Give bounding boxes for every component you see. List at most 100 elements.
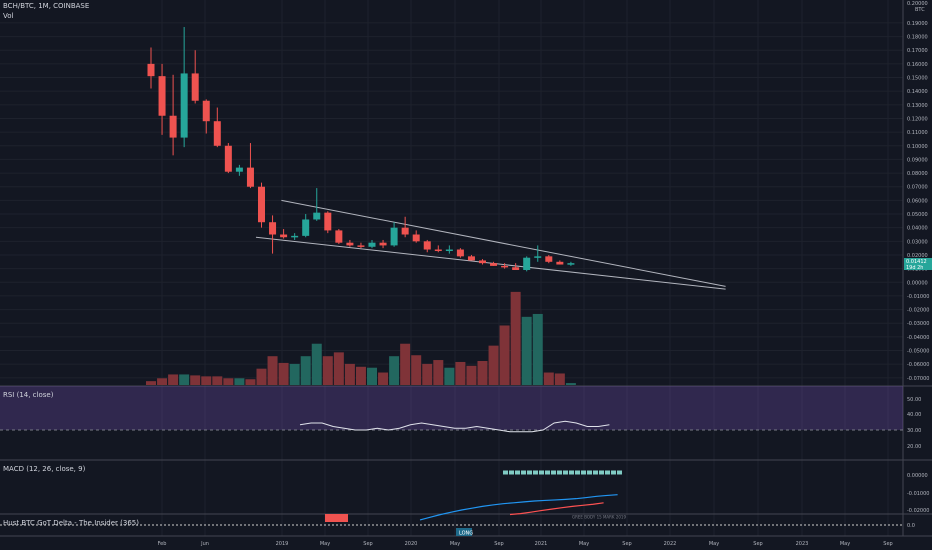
price-tick-label: -0.07000 [907, 376, 929, 382]
signal-line [509, 502, 604, 516]
volume-bar [146, 381, 156, 385]
time-tick-label: Sep [363, 541, 372, 547]
candle-body [456, 249, 464, 257]
symbol-label[interactable]: BCH/BTC, 1M, COINBASE [3, 2, 90, 10]
rsi-line [299, 420, 610, 433]
rsi-tick-label: 40.00 [907, 412, 921, 418]
candle-body [313, 212, 321, 220]
volume-bar [179, 374, 190, 385]
price-tick-label: 0.16000 [907, 62, 928, 68]
volume-bar [212, 376, 223, 385]
volume-bar [278, 362, 289, 385]
rsi-tick-label: 50.00 [907, 397, 921, 403]
price-tick-label: -0.03000 [907, 321, 929, 327]
volume-bar [245, 379, 256, 385]
macd-histogram-bar [545, 470, 550, 475]
candle-body [147, 63, 155, 77]
candle-body [269, 222, 277, 235]
time-tick-label: Sep [883, 541, 892, 547]
time-tick-label: 2021 [535, 541, 548, 547]
price-tick-label: 0.18000 [907, 35, 928, 41]
time-tick-label: May [450, 541, 460, 547]
time-axis[interactable]: Feb Jun 2019 May Sep 2020 May Sep 2021 May Sep 2022… [158, 541, 893, 547]
candle-body [556, 261, 564, 265]
rsi-title[interactable]: RSI (14, close) [3, 391, 54, 399]
macd-title[interactable]: MACD (12, 26, close, 9) [3, 465, 86, 473]
candle-body [390, 227, 398, 246]
macd-histogram-bar [527, 470, 532, 475]
candle-body [412, 234, 420, 242]
candle-body [235, 167, 243, 172]
wedge-upper-line [281, 199, 726, 287]
delta-title[interactable]: Hust BTC GoT Delta - The Insider (365) [3, 519, 139, 527]
rsi-tick-label: 30.00 [907, 428, 921, 434]
volume-bar [234, 378, 245, 385]
time-tick-label: Sep [753, 541, 762, 547]
macd-histogram-bar [575, 470, 580, 475]
price-tick-label: 0.09000 [907, 157, 928, 163]
candle-body [335, 230, 343, 243]
candle-body [523, 257, 531, 270]
price-tick-label: 0.10000 [907, 144, 928, 150]
macd-histogram-bar [611, 470, 616, 475]
candlesticks[interactable] [147, 27, 575, 272]
time-tick-label: Sep [622, 541, 631, 547]
price-tick-label: -0.04000 [907, 335, 929, 341]
delta-pane[interactable]: LONG GREE BODY 15 MARK 2019 [0, 514, 903, 537]
volume-bar [300, 356, 311, 385]
candle-body [368, 242, 376, 247]
price-tick-label: 0.08000 [907, 171, 928, 177]
candle-body [501, 265, 509, 268]
price-tick-label: 0.17000 [907, 48, 928, 54]
candle-body [213, 121, 221, 146]
time-tick-label: Jun [200, 541, 209, 547]
macd-tick-label: -0.01000 [907, 491, 929, 497]
rsi-pane[interactable] [0, 386, 903, 433]
countdown-label: 19d 2h [906, 265, 923, 271]
rsi-band [0, 386, 903, 430]
candle-body [191, 73, 199, 101]
volume-bar [466, 365, 477, 385]
time-tick-label: 2022 [664, 541, 677, 547]
macd-histogram-bar [557, 470, 562, 475]
volume-bar [554, 373, 565, 385]
macd-histogram-bar [551, 470, 556, 475]
macd-histogram-bar [509, 470, 514, 475]
time-tick-label: May [709, 541, 719, 547]
long-signal-label: LONG [459, 531, 473, 537]
price-tick-label: 0.05000 [907, 212, 928, 218]
volume-bar [510, 291, 521, 385]
candle-body [346, 242, 354, 246]
time-tick-label: Sep [494, 541, 503, 547]
candle-body [512, 267, 520, 270]
price-tick-label: 0.03000 [907, 239, 928, 245]
volume-label[interactable]: Vol [3, 12, 14, 20]
rsi-tick-label: 20.00 [907, 444, 921, 450]
time-tick-label: 2019 [276, 541, 289, 547]
candle-body [445, 249, 453, 252]
candle-body [291, 235, 299, 238]
current-price-badge [904, 258, 932, 270]
volume-bar [344, 363, 355, 385]
delta-tick-label: 0.0 [907, 523, 915, 529]
delta-note: GREE BODY 15 MARK 2019 [572, 515, 626, 520]
volume-bar [477, 361, 488, 385]
volume-bar [378, 372, 389, 385]
volume-bar [400, 343, 411, 385]
price-tick-label: -0.02000 [907, 308, 929, 314]
macd-histogram-bar [569, 470, 574, 475]
volume-bar [499, 325, 510, 385]
macd-histogram-bar [581, 470, 586, 475]
volume-bar [190, 375, 201, 385]
volume-bar [532, 313, 543, 385]
macd-histogram-bar [503, 470, 508, 475]
macd-histogram-bar [539, 470, 544, 475]
macd-pane[interactable] [419, 470, 622, 521]
candle-body [567, 263, 575, 265]
long-signal-badge [456, 528, 472, 536]
price-tick-label: 0.11000 [907, 130, 928, 136]
volume-bar [389, 356, 400, 385]
candle-body [357, 245, 365, 247]
